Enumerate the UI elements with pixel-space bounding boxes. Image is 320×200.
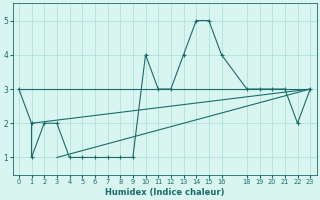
X-axis label: Humidex (Indice chaleur): Humidex (Indice chaleur): [105, 188, 224, 197]
